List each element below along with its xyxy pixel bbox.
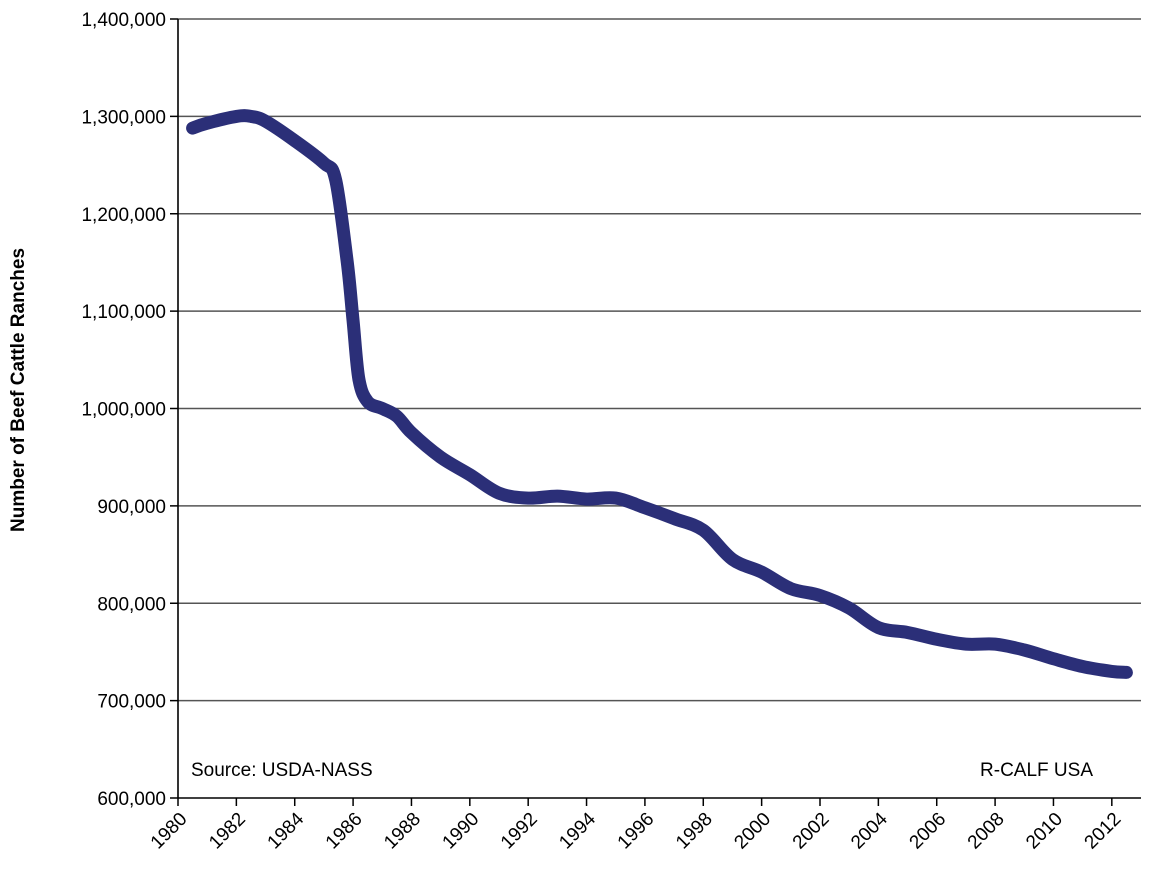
x-tick-label: 1992 bbox=[497, 809, 542, 854]
source-annotation: Source: USDA-NASS bbox=[191, 760, 373, 781]
x-tick-label: 1998 bbox=[672, 809, 717, 854]
x-tick-label: 1996 bbox=[614, 809, 659, 854]
y-tick-label: 1,400,000 bbox=[81, 10, 166, 31]
y-tick-label: 800,000 bbox=[97, 594, 166, 615]
y-tick-label: 1,000,000 bbox=[81, 400, 166, 421]
y-tick-label: 1,100,000 bbox=[81, 302, 166, 323]
x-tick-label: 1986 bbox=[322, 809, 367, 854]
y-tick-label: 1,300,000 bbox=[81, 107, 166, 128]
gridlines bbox=[178, 18, 1141, 702]
series-line bbox=[186, 109, 1133, 679]
series-group bbox=[186, 109, 1133, 679]
x-tick-label: 2010 bbox=[1022, 809, 1067, 854]
y-tick-label: 700,000 bbox=[97, 692, 166, 713]
y-tick-label: 600,000 bbox=[97, 789, 166, 810]
x-tick-label: 1988 bbox=[380, 809, 425, 854]
axes bbox=[170, 18, 1141, 806]
y-tick-labels: 600,000 700,000 800,000 900,000 1,000,000 1,1… bbox=[81, 10, 166, 810]
x-tick-label: 1994 bbox=[555, 808, 600, 853]
x-tick-label: 1980 bbox=[147, 809, 192, 854]
x-tick-label: 2008 bbox=[964, 809, 1009, 854]
brand-annotation: R-CALF USA bbox=[980, 760, 1093, 781]
x-tick-label: 2004 bbox=[847, 808, 892, 853]
y-tick-label: 1,200,000 bbox=[81, 205, 166, 226]
x-tick-labels: 1980 1982 1984 1986 1988 1990 1992 1994 1996 1998… bbox=[147, 808, 1126, 853]
x-tick-label: 1982 bbox=[205, 809, 250, 854]
x-tick-label: 2002 bbox=[789, 809, 834, 854]
x-tick-label: 1984 bbox=[264, 808, 309, 853]
x-tick-label: 2000 bbox=[730, 809, 775, 854]
y-tick-label: 900,000 bbox=[97, 497, 166, 518]
x-tick-label: 1990 bbox=[439, 809, 484, 854]
y-axis-label: Number of Beef Cattle Ranches bbox=[8, 248, 29, 532]
x-tick-label: 2012 bbox=[1081, 809, 1126, 854]
x-tick-label: 2006 bbox=[906, 809, 951, 854]
